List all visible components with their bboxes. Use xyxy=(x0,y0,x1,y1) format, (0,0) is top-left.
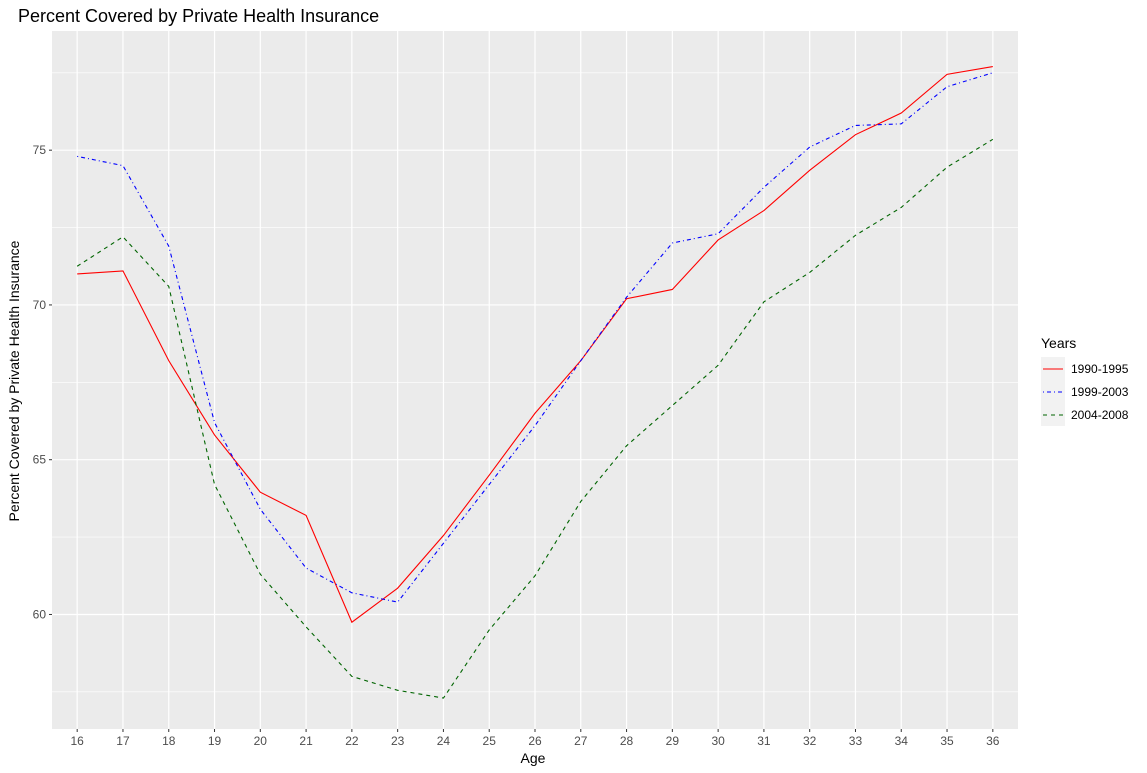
series-line-1990-1995 xyxy=(77,66,993,624)
x-axis-title: Age xyxy=(521,750,546,766)
x-tick-label: 34 xyxy=(895,734,909,748)
y-axis-title: Percent Covered by Private Health Insura… xyxy=(6,240,22,521)
x-tick-label: 19 xyxy=(208,734,222,748)
x-tick-label: 30 xyxy=(711,734,725,748)
x-tick-label: 36 xyxy=(986,734,1000,748)
y-tick-label: 60 xyxy=(33,607,47,621)
x-tick-label: 27 xyxy=(574,734,588,748)
legend-label: 1999-2003 xyxy=(1071,385,1129,399)
x-tick-label: 33 xyxy=(849,734,863,748)
x-tick-label: 22 xyxy=(345,734,359,748)
series-line-2004-2008 xyxy=(76,138,994,699)
x-tick-label: 18 xyxy=(162,734,176,748)
y-tick-label: 65 xyxy=(33,453,47,467)
x-tick-label: 29 xyxy=(666,734,680,748)
y-axis: 60 65 70 75 xyxy=(33,143,52,621)
x-tick-label: 26 xyxy=(528,734,542,748)
x-tick-label: 17 xyxy=(116,734,130,748)
x-tick-label: 21 xyxy=(299,734,313,748)
x-tick-label: 20 xyxy=(254,734,268,748)
x-tick-label: 28 xyxy=(620,734,634,748)
x-tick-label: 23 xyxy=(391,734,405,748)
legend-title: Years xyxy=(1041,335,1076,351)
legend: Years 1990-1995 1999-2003 2004-2008 xyxy=(1041,335,1129,426)
x-tick-label: 32 xyxy=(803,734,817,748)
x-tick-label: 16 xyxy=(71,734,85,748)
y-tick-label: 70 xyxy=(33,298,47,312)
x-tick-label: 35 xyxy=(940,734,954,748)
x-tick-label: 31 xyxy=(757,734,771,748)
y-tick-label: 75 xyxy=(33,143,47,157)
x-axis: 16 17 18 19 20 21 22 23 24 25 26 27 28 29 30 31 32 33 34 35… xyxy=(71,729,1000,748)
legend-label: 1990-1995 xyxy=(1071,362,1129,376)
legend-label: 2004-2008 xyxy=(1071,408,1129,422)
grid-lines xyxy=(52,31,1018,729)
legend-items: 1990-1995 1999-2003 2004-2008 xyxy=(1043,362,1129,422)
series-lines xyxy=(76,66,994,699)
x-tick-label: 24 xyxy=(437,734,451,748)
x-tick-label: 25 xyxy=(483,734,497,748)
chart-title: Percent Covered by Private Health Insura… xyxy=(18,6,379,26)
